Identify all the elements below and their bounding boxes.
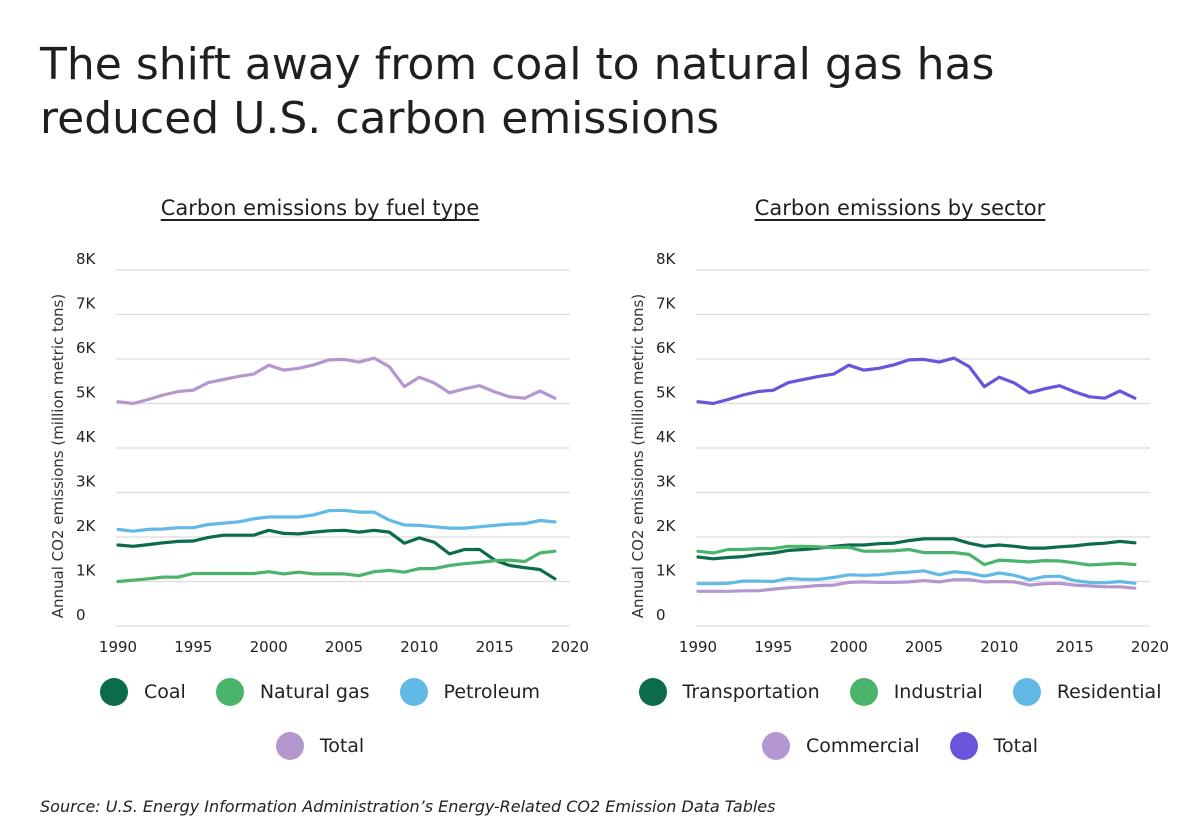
legend-item: Total	[949, 732, 1038, 760]
x-tick-label: 2015	[1056, 638, 1094, 656]
series-line-residential	[696, 569, 1137, 586]
fuel-type-chart: 0 1K 2K 3K 4K 5K 6K 7K 8K 1990 1995 2000 2005 2010 201…	[76, 250, 589, 656]
x-tick-label: 2010	[400, 638, 438, 656]
x-tick-label: 2000	[250, 638, 288, 656]
y-tick-label: 0	[76, 606, 86, 624]
y-tick-label: 6K	[76, 339, 97, 357]
x-tick-label: 2015	[476, 638, 514, 656]
x-tick-label: 1990	[679, 638, 717, 656]
legend-label: Commercial	[805, 735, 920, 757]
chart-legend: Transportation Industrial Residential Comme…	[620, 678, 1180, 760]
sector-chart: 0 1K 2K 3K 4K 5K 6K 7K 8K 1990 1995 2000 2005 2010 201…	[656, 250, 1169, 656]
legend-label: Petroleum	[443, 681, 541, 703]
legend-item: Industrial	[849, 678, 983, 706]
legend-label: Industrial	[893, 681, 983, 703]
legend-label: Transportation	[682, 681, 820, 703]
series-line-industrial	[696, 544, 1137, 567]
legend-swatch	[949, 732, 978, 760]
series-line-coal	[116, 528, 557, 581]
y-tick-label: 5K	[76, 384, 97, 402]
page-title: The shift away from coal to natural gas …	[40, 39, 995, 144]
chart-legend: Coal Natural gas Petroleum Total	[40, 678, 600, 760]
legend-swatch	[275, 732, 304, 760]
fuel-type-chart-panel: Carbon emissions by fuel type Annual CO2…	[40, 190, 600, 790]
y-tick-label: 3K	[76, 473, 97, 491]
y-tick-label: 2K	[76, 517, 97, 535]
y-tick-label: 3K	[656, 473, 677, 491]
legend-swatch	[849, 678, 878, 706]
legend-item: Total	[275, 732, 365, 760]
legend-swatch	[638, 678, 667, 706]
x-tick-label: 2010	[980, 638, 1018, 656]
legend-swatch	[761, 732, 790, 760]
y-tick-label: 1K	[76, 562, 97, 580]
chart-title: Carbon emissions by sector	[754, 196, 1046, 220]
legend-label: Total	[993, 735, 1038, 757]
series-line-natural-gas	[116, 549, 557, 584]
legend-label: Total	[319, 735, 365, 757]
series-line-total	[116, 356, 557, 406]
y-tick-label: 4K	[656, 428, 677, 446]
legend-item: Transportation	[638, 678, 820, 706]
sector-chart-panel: Carbon emissions by sector Annual CO2 em…	[620, 190, 1180, 790]
series-line-total	[696, 356, 1137, 406]
x-tick-label: 1990	[99, 638, 137, 656]
chart-title: Carbon emissions by fuel type	[160, 196, 480, 220]
legend-swatch	[1012, 678, 1041, 706]
series-line-petroleum	[116, 508, 557, 533]
legend-swatch	[215, 678, 244, 706]
x-tick-label: 2020	[1131, 638, 1169, 656]
x-tick-label: 2005	[905, 638, 943, 656]
y-tick-label: 0	[656, 606, 666, 624]
x-tick-label: 2000	[830, 638, 868, 656]
legend-label: Natural gas	[259, 681, 370, 703]
legend-swatch	[399, 678, 428, 706]
source-note: Source: U.S. Energy Information Administ…	[40, 797, 776, 816]
legend-item: Coal	[99, 678, 186, 706]
series-line-commercial	[696, 578, 1137, 593]
y-tick-label: 8K	[76, 250, 97, 268]
legend-swatch	[99, 678, 128, 706]
y-tick-label: 8K	[656, 250, 677, 268]
y-tick-label: 5K	[656, 384, 677, 402]
x-tick-label: 2020	[551, 638, 589, 656]
y-tick-label: 7K	[76, 295, 97, 313]
y-tick-label: 7K	[656, 295, 677, 313]
y-tick-label: 2K	[656, 517, 677, 535]
y-tick-label: 4K	[76, 428, 97, 446]
legend-label: Residential	[1056, 681, 1162, 703]
legend-item: Natural gas	[215, 678, 370, 706]
x-tick-label: 2005	[325, 638, 363, 656]
series-line-transportation	[696, 537, 1137, 561]
y-tick-label: 6K	[656, 339, 677, 357]
legend-item: Residential	[1012, 678, 1162, 706]
legend-item: Commercial	[761, 732, 920, 760]
x-tick-label: 1995	[174, 638, 212, 656]
legend-item: Petroleum	[399, 678, 541, 706]
y-tick-label: 1K	[656, 562, 677, 580]
x-tick-label: 1995	[754, 638, 792, 656]
legend-label: Coal	[143, 681, 186, 703]
